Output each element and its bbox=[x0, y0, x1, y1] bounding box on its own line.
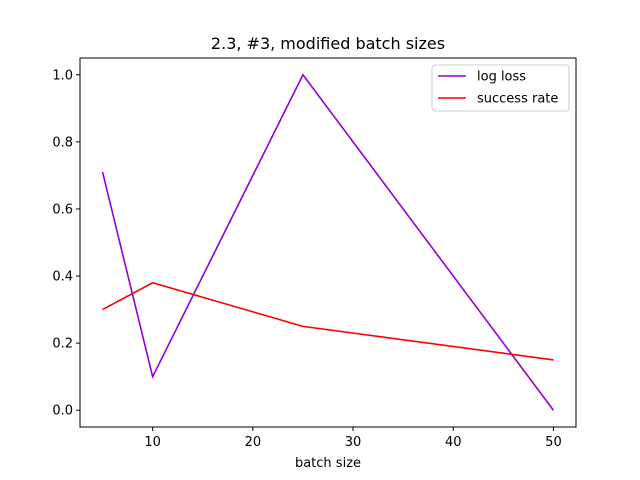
x-tick-label: 50 bbox=[545, 435, 562, 450]
x-ticks: 10 20 30 40 50 bbox=[144, 427, 562, 450]
series-line-1 bbox=[101, 73, 555, 411]
legend-label-2: success rate bbox=[477, 92, 558, 107]
series-lines bbox=[101, 73, 555, 411]
x-tick-label: 30 bbox=[345, 435, 362, 450]
y-tick-label: 0.0 bbox=[52, 404, 73, 419]
x-tick-label: 40 bbox=[445, 435, 462, 450]
x-axis-label: batch size bbox=[295, 456, 361, 471]
y-tick-label: 0.4 bbox=[52, 270, 73, 285]
y-tick-label: 1.0 bbox=[52, 68, 73, 83]
legend-label-1: log loss bbox=[477, 70, 526, 85]
y-tick-label: 0.2 bbox=[52, 337, 73, 352]
x-tick-label: 20 bbox=[245, 435, 262, 450]
legend-box bbox=[431, 64, 570, 112]
y-ticks: 0.0 0.2 0.4 0.6 0.8 1.0 bbox=[52, 68, 80, 419]
x-tick-label: 10 bbox=[144, 435, 161, 450]
y-tick-label: 0.8 bbox=[52, 135, 73, 150]
y-tick-label: 0.6 bbox=[52, 202, 73, 217]
plot-frame bbox=[79, 57, 577, 428]
legend: log loss success rate bbox=[431, 64, 570, 112]
chart-title: 2.3, #3, modified batch sizes bbox=[211, 34, 445, 53]
series-line-2 bbox=[102, 281, 554, 361]
